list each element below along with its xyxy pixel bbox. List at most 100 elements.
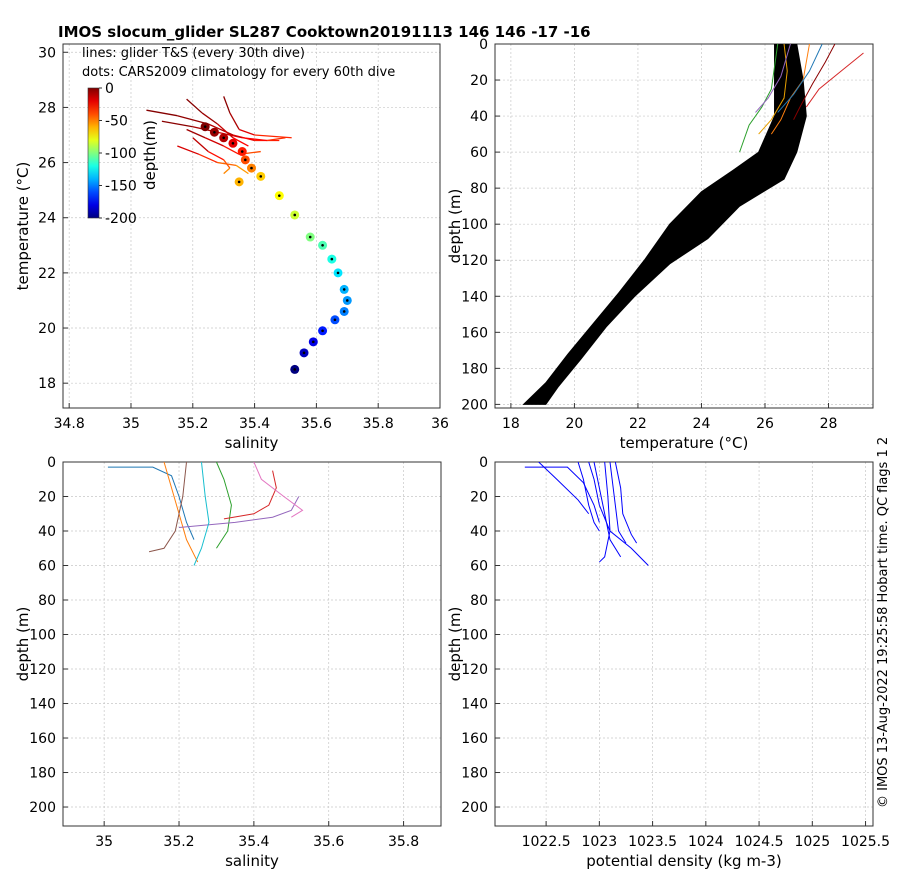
colorbar-tick-label: 0 — [105, 81, 114, 97]
colorbar-tick-label: -100 — [105, 146, 137, 162]
ts-xtick-label: 35.4 — [239, 416, 270, 432]
rz-ytick-label: 40 — [470, 524, 488, 540]
sz-glider-profile — [215, 462, 232, 549]
sz-xtick-label: 35.2 — [163, 834, 194, 850]
sz-glider-profile — [107, 466, 195, 540]
ts-climatology-marker — [321, 329, 324, 333]
ts-yaxis-label: temperature (°C) — [14, 162, 32, 291]
rz-glider-profile — [614, 462, 638, 544]
ts-glider-segment-5-4 — [266, 137, 286, 142]
tz-climatology-band — [522, 44, 807, 405]
ts-glider-segment-0-1 — [177, 115, 209, 125]
rz-glider-profile — [538, 462, 590, 515]
tz-ytick-label: 0 — [479, 37, 488, 53]
ts-climatology-marker — [336, 271, 340, 275]
ts-xaxis-label: salinity — [225, 434, 279, 452]
tz-glider-profile — [777, 44, 823, 113]
ts-ytick-label: 22 — [38, 266, 56, 282]
ts-climatology-marker — [237, 180, 241, 184]
sz-ytick-label: 140 — [29, 697, 56, 713]
sz-glider-profile — [148, 462, 188, 553]
ts-xtick-label: 36 — [431, 416, 449, 432]
ts-annotation: dots: CARS2009 climatology for every 60t… — [82, 65, 395, 80]
tz-glider-profile — [755, 44, 791, 113]
ts-xtick-label: 35 — [122, 416, 140, 432]
ts-ytick-label: 26 — [38, 156, 56, 172]
tz-ytick-label: 40 — [470, 109, 488, 125]
ts-ytick-label: 30 — [38, 45, 56, 61]
sz-plot-area — [107, 462, 304, 566]
sz-xtick-label: 35.4 — [238, 834, 269, 850]
rz-xtick-label: 1024 — [688, 834, 724, 850]
ts-glider-segment-1-1 — [201, 112, 218, 125]
ts-ytick-label: 28 — [38, 100, 56, 116]
rz-axes-frame — [494, 461, 874, 827]
sz-xtick-label: 35.6 — [313, 834, 344, 850]
rz-ytick-label: 20 — [470, 490, 488, 506]
ts-plot-area — [146, 96, 352, 374]
sz-xtick-label: 35 — [95, 834, 113, 850]
panel-depth-vs-density: 1022.5 1023 1023.5 1024 1024.5 1025 1025.5 0 20 4… — [446, 455, 890, 870]
sz-ytick-label: 160 — [29, 731, 56, 747]
sz-ytick-label: 20 — [38, 490, 56, 506]
tz-ytick-label: 80 — [470, 181, 488, 197]
ts-climatology-marker — [278, 194, 281, 197]
colorbar-tick-label: -150 — [105, 179, 137, 195]
rz-ytick-label: 60 — [470, 559, 488, 575]
sz-ytick-label: 80 — [38, 593, 56, 609]
rz-xaxis-label: potential density (kg m-3) — [586, 852, 782, 870]
tz-xtick-label: 24 — [693, 416, 711, 432]
rz-yaxis-label: depth (m) — [446, 607, 464, 682]
ts-xtick-label: 34.8 — [54, 416, 85, 432]
tz-ytick-label: 60 — [470, 145, 488, 161]
tz-plot-area — [522, 44, 864, 405]
ts-glider-segment-3-0 — [177, 145, 200, 155]
rz-ytick-label: 160 — [461, 731, 488, 747]
ts-axes-frame — [62, 43, 441, 409]
tz-ytick-label: 180 — [461, 361, 488, 377]
ts-climatology-marker — [259, 175, 263, 178]
sz-glider-profile — [193, 462, 210, 566]
ts-xtick-label: 35.2 — [177, 416, 208, 432]
ts-xtick-label: 35.8 — [363, 416, 394, 432]
rz-xtick-label: 1023 — [582, 834, 618, 850]
ts-climatology-marker — [250, 166, 253, 170]
tz-xtick-label: 22 — [629, 416, 647, 432]
rz-ytick-label: 120 — [461, 662, 488, 678]
rz-ytick-label: 100 — [461, 628, 488, 644]
tz-ytick-label: 20 — [470, 73, 488, 89]
rz-xtick-label: 1025 — [794, 834, 830, 850]
sz-ytick-label: 100 — [29, 628, 56, 644]
sz-yaxis-label: depth (m) — [14, 607, 32, 682]
tz-ytick-label: 120 — [461, 253, 488, 269]
tz-glider-profile — [758, 44, 788, 135]
ts-glider-segment-6-1 — [207, 150, 224, 161]
sz-ytick-label: 180 — [29, 766, 56, 782]
rz-ytick-label: 180 — [461, 766, 488, 782]
rz-glider-profile — [588, 462, 649, 566]
rz-xtick-label: 1025.5 — [841, 834, 890, 850]
ts-climatology-marker — [244, 158, 247, 162]
colorbar-tick-label: -200 — [105, 211, 137, 227]
sz-glider-profile — [178, 496, 300, 529]
ts-glider-segment-2-2 — [238, 128, 255, 136]
tz-xtick-label: 18 — [502, 416, 520, 432]
rz-xtick-label: 1024.5 — [735, 834, 784, 850]
rz-ytick-label: 140 — [461, 697, 488, 713]
tz-ytick-label: 140 — [461, 289, 488, 305]
rz-glider-profile — [524, 466, 600, 523]
rz-plot-area — [524, 462, 649, 566]
ts-glider-segment-2-1 — [229, 112, 240, 130]
ts-climatology-marker — [342, 310, 346, 313]
ts-climatology-marker — [231, 141, 235, 145]
ts-glider-segment-4-2 — [223, 145, 240, 155]
colorbar-label: depth(m) — [141, 120, 159, 190]
colorbar-tick-label: -50 — [105, 114, 128, 130]
ts-climatology-marker — [293, 213, 297, 217]
tz-xtick-label: 26 — [756, 416, 774, 432]
sz-glider-profile — [163, 462, 199, 563]
sz-glider-profile — [253, 462, 304, 518]
tz-yaxis-label: depth (m) — [446, 189, 464, 264]
tz-ytick-label: 200 — [461, 397, 488, 413]
